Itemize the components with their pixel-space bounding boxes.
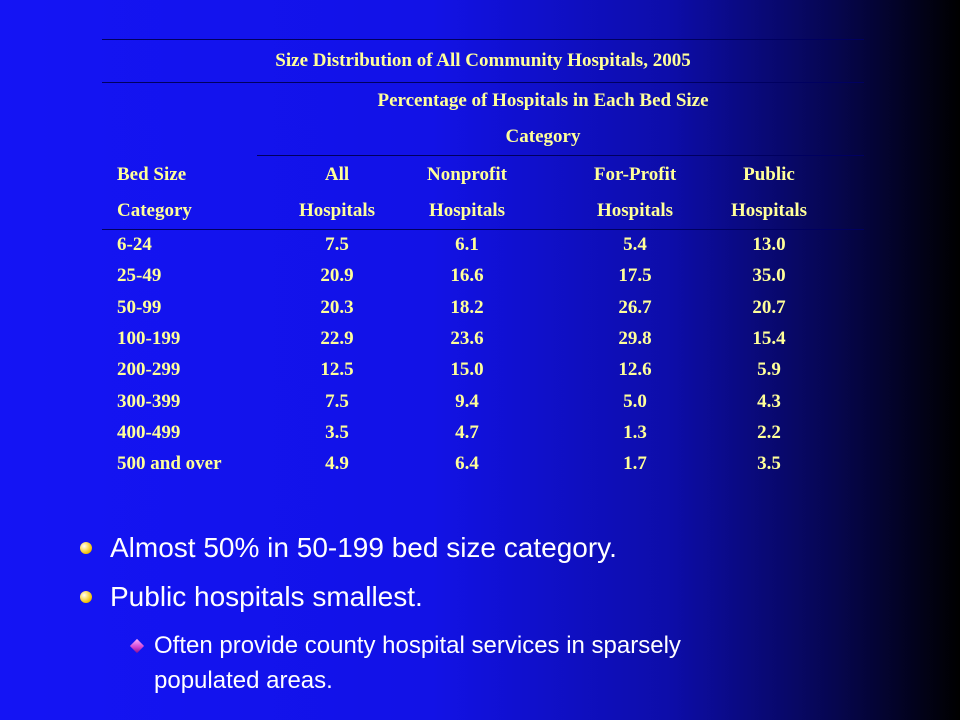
table-cell: 7.5	[325, 234, 349, 255]
column-header: Bed Size	[117, 164, 187, 185]
table-rule	[102, 229, 864, 230]
table-cell: 22.9	[320, 327, 354, 349]
table-cell: 29.8	[618, 327, 652, 349]
table-cell: 20.7	[752, 296, 786, 318]
table-cell: 9.4	[455, 390, 479, 412]
hospital-size-table: Size Distribution of All Community Hospi…	[102, 38, 864, 478]
table-cell: 17.5	[618, 265, 652, 287]
row-label: 300-399	[117, 390, 181, 412]
table-cell: 4.3	[757, 390, 781, 412]
row-label: 500 and over	[117, 453, 222, 475]
table-cell: 4.9	[325, 453, 349, 475]
table-rule	[102, 39, 864, 40]
group-header-line: Category	[505, 126, 581, 147]
table-cell: 1.7	[623, 453, 647, 475]
table-cell: 20.3	[320, 296, 354, 318]
table-cell: 4.7	[455, 421, 479, 443]
column-header: For-Profit	[593, 164, 677, 185]
table-title: Size Distribution of All Community Hospi…	[275, 50, 691, 71]
column-header: Public	[743, 164, 795, 185]
table-cell: 20.9	[320, 265, 354, 287]
table-cell: 15.4	[752, 327, 786, 349]
table-cell: 5.4	[623, 234, 647, 255]
bullet-diamond-icon	[129, 638, 145, 654]
column-header: Hospitals	[428, 200, 506, 221]
group-header-line: Percentage of Hospitals in Each Bed Size	[377, 90, 709, 111]
table-cell: 7.5	[325, 390, 349, 412]
table-rule	[257, 155, 864, 156]
table-cell: 35.0	[752, 265, 786, 287]
table-cell: 13.0	[752, 234, 786, 255]
column-header: Hospitals	[596, 200, 674, 221]
table-cell: 18.2	[450, 296, 484, 318]
row-label: 6-24	[117, 234, 152, 255]
table-cell: 5.0	[623, 390, 647, 412]
column-header: Hospitals	[730, 200, 808, 221]
table-cell: 2.2	[757, 421, 781, 443]
table-cell: 5.9	[757, 359, 781, 381]
table-cell: 3.5	[325, 421, 349, 443]
table-cell: 26.7	[618, 296, 652, 318]
row-label: 400-499	[117, 421, 181, 443]
table-cell: 1.3	[623, 421, 647, 443]
sub-bullet-text: populated areas.	[154, 667, 333, 694]
column-header: Nonprofit	[427, 164, 507, 185]
row-label: 50-99	[117, 296, 162, 318]
bullet-dot-icon	[80, 542, 92, 554]
table-cell: 6.4	[455, 453, 479, 475]
sub-bullet-text: Often provide county hospital services i…	[154, 632, 681, 659]
row-label: 200-299	[117, 359, 181, 381]
column-header: Category	[117, 200, 192, 221]
column-header: All	[324, 164, 350, 185]
table-rule	[102, 82, 864, 83]
table-cell: 3.5	[757, 453, 781, 475]
table-cell: 16.6	[450, 265, 484, 287]
row-label: 100-199	[117, 327, 181, 349]
table-cell: 12.6	[618, 359, 652, 381]
table-cell: 6.1	[455, 234, 479, 255]
bullet-dot-icon	[80, 591, 92, 603]
column-header: Hospitals	[298, 200, 376, 221]
row-label: 25-49	[117, 265, 162, 287]
table-cell: 23.6	[450, 327, 484, 349]
bullet-text: Public hospitals smallest.	[110, 581, 423, 612]
bullet-text: Almost 50% in 50-199 bed size category.	[110, 532, 617, 563]
table-cell: 12.5	[320, 359, 354, 381]
table-cell: 15.0	[450, 359, 484, 381]
